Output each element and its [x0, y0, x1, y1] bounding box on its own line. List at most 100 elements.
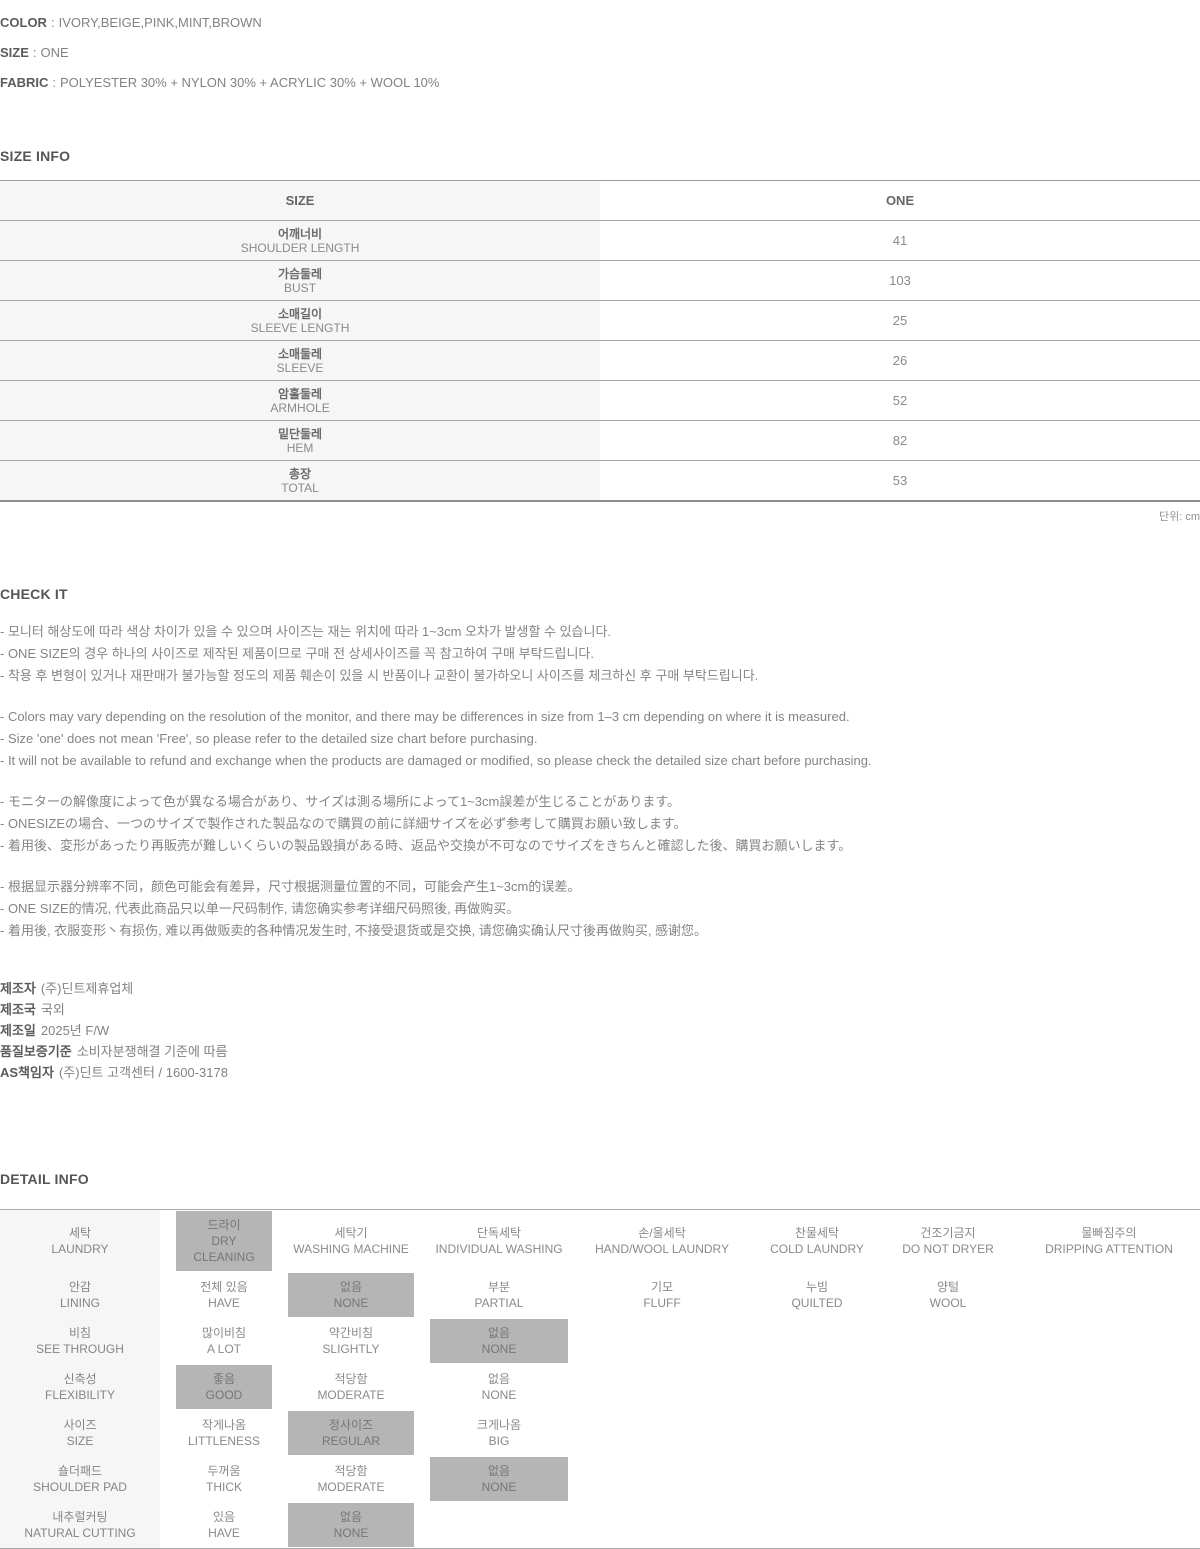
check-notes-japanese: - モニターの解像度によって色が異なる場合があり、サイズは測る場所によって1~3… [0, 791, 1200, 857]
flexibility-option-none: 없음 NONE [481, 1372, 517, 1402]
check-line: - 着用後, 衣服变形丶有损伤, 难以再做贩卖的各种情况发生时, 不接受退货或是… [0, 923, 708, 938]
lining-option-quilted: 누빔 QUILTED [791, 1280, 843, 1310]
spec-separator: : [52, 75, 57, 90]
lining-option-fluff: 기모 FLUFF [643, 1280, 681, 1310]
detail-header-en: SEE THROUGH [36, 1342, 124, 1356]
check-line: - 着用後、変形があったり再販売が難しいくらいの製品毀損がある時、返品や交換が不… [0, 838, 852, 853]
laundry-option-dry-cleaning: 드라이 DRY CLEANING [176, 1211, 272, 1271]
size-table-col-size: SIZE [285, 192, 315, 208]
check-line: - ONE SIZE의 경우 하나의 사이즈로 제작된 제품이므로 구매 전 상… [0, 646, 594, 661]
size-row-hem: 밑단둘레 HEM 82 [0, 420, 1200, 461]
spec-separator: : [50, 15, 55, 30]
size-row-value: 82 [892, 432, 908, 448]
check-line: - Colors may vary depending on the resol… [0, 709, 850, 724]
manufacturer-value: (주)딘트 고객센터 / 1600-3178 [58, 1065, 228, 1080]
check-notes-korean: - 모니터 해상도에 따라 색상 차이가 있을 수 있으며 사이즈는 재는 위치… [0, 621, 1200, 687]
flexibility-option-good: 좋음 GOOD [176, 1365, 272, 1409]
spec-fabric-value: POLYESTER 30% + NYLON 30% + ACRYLIC 30% … [60, 75, 440, 90]
laundry-option-cold: 찬물세탁 COLD LAUNDRY [770, 1226, 864, 1256]
flexibility-option-moderate: 적당함 MODERATE [317, 1372, 385, 1402]
check-line: - 모니터 해상도에 따라 색상 차이가 있을 수 있으며 사이즈는 재는 위치… [0, 624, 612, 639]
detail-row-header: 신축성 FLEXIBILITY [0, 1364, 160, 1410]
detail-header-kr: 세탁 [68, 1226, 92, 1240]
size-row-kr: 어깨너비 [277, 226, 323, 241]
size-row-kr: 암홀둘레 [277, 386, 323, 401]
detail-header-en: NATURAL CUTTING [24, 1526, 136, 1540]
size-row-en: BUST [284, 280, 317, 295]
laundry-option-washing-machine: 세탁기 WASHING MACHINE [293, 1226, 409, 1256]
size-row-en: ARMHOLE [270, 400, 330, 415]
detail-header-en: LAUNDRY [51, 1242, 109, 1256]
detail-header-en: SIZE [66, 1434, 94, 1448]
check-line: - モニターの解像度によって色が異なる場合があり、サイズは測る場所によって1~3… [0, 794, 681, 809]
detail-row-natural-cutting: 내추럴커팅 NATURAL CUTTING 있음 HAVE 없음 NONE [0, 1502, 1200, 1548]
spec-color-label: COLOR [0, 15, 47, 30]
check-notes-english: - Colors may vary depending on the resol… [0, 706, 1200, 772]
detail-header-kr: 내추럴커팅 [52, 1510, 108, 1524]
size-table-col-one: ONE [885, 192, 915, 208]
detail-row-header: 숄더패드 SHOULDER PAD [0, 1456, 160, 1502]
spec-size: SIZE: ONE [0, 38, 1200, 68]
manufacturer-info: 제조자 (주)딘트제휴업체 제조국 국외 제조일 2025년 F/W 품질보증기준 소비… [0, 978, 1200, 1083]
see-through-option-none: 없음 NONE [430, 1319, 568, 1363]
size-option-littleness: 작게나옴 LITTLENESS [187, 1418, 261, 1448]
manufacturer-row: AS책임자 (주)딘트 고객센터 / 1600-3178 [0, 1062, 1200, 1083]
size-row-en: SHOULDER LENGTH [240, 240, 360, 255]
see-through-option-slightly: 약간비침 SLIGHTLY [322, 1326, 380, 1356]
size-row-total: 총장 TOTAL 53 [0, 460, 1200, 501]
size-unit-note: 단위: cm [1158, 511, 1200, 523]
manufacturer-row: 제조국 국외 [0, 999, 1200, 1020]
manufacturer-label: 제조자 [0, 981, 36, 996]
spec-separator: : [32, 45, 37, 60]
size-row-en: TOTAL [281, 480, 319, 495]
detail-row-header: 내추럴커팅 NATURAL CUTTING [0, 1502, 160, 1548]
detail-row-header: 비침 SEE THROUGH [0, 1318, 160, 1364]
manufacturer-row: 제조일 2025년 F/W [0, 1020, 1200, 1041]
size-row-bust: 가슴둘레 BUST 103 [0, 260, 1200, 301]
size-row-armhole: 암홀둘레 ARMHOLE 52 [0, 380, 1200, 421]
size-row-en: SLEEVE [276, 360, 324, 375]
detail-row-size: 사이즈 SIZE 작게나옴 LITTLENESS 정사이즈 REGULAR 크게나옴 B… [0, 1410, 1200, 1456]
size-row-sleeve-length: 소매길이 SLEEVE LENGTH 25 [0, 300, 1200, 341]
lining-option-have: 전체 있음 HAVE [200, 1280, 248, 1310]
size-row-sleeve: 소매둘레 SLEEVE 26 [0, 340, 1200, 381]
manufacturer-label: 품질보증기준 [0, 1044, 72, 1059]
natural-cutting-option-none: 없음 NONE [288, 1503, 414, 1547]
spec-size-value: ONE [40, 45, 69, 60]
size-row-kr: 가슴둘레 [277, 266, 323, 281]
detail-row-see-through: 비침 SEE THROUGH 많이비침 A LOT 약간비침 SLIGHTLY 없음 N… [0, 1318, 1200, 1364]
lining-option-none: 없음 NONE [288, 1273, 414, 1317]
shoulder-pad-option-thick: 두꺼움 THICK [206, 1464, 242, 1494]
check-line: - 착용 후 변형이 있거나 재판매가 불가능할 정도의 제품 훼손이 있을 시… [0, 668, 759, 683]
laundry-option-no-dryer: 건조기금지 DO NOT DRYER [902, 1226, 994, 1256]
natural-cutting-option-have: 있음 HAVE [208, 1510, 240, 1540]
size-row-shoulder: 어깨너비 SHOULDER LENGTH 41 [0, 220, 1200, 261]
detail-header-kr: 비침 [68, 1326, 92, 1340]
check-line: - ONE SIZE的情况, 代表此商品只以单一尺码制作, 请您确实参考详细尺码… [0, 901, 520, 916]
spec-size-label: SIZE [0, 45, 29, 60]
size-option-big: 크게나옴 BIG [476, 1418, 522, 1448]
size-row-kr: 소매둘레 [277, 346, 323, 361]
size-row-value: 103 [889, 272, 911, 288]
spec-fabric-label: FABRIC [0, 75, 49, 90]
detail-header-en: FLEXIBILITY [44, 1388, 116, 1402]
size-table-header-row: SIZE ONE [0, 180, 1200, 221]
manufacturer-row: 품질보증기준 소비자분쟁해결 기준에 따름 [0, 1041, 1200, 1062]
shoulder-pad-option-none: 없음 NONE [430, 1457, 568, 1501]
manufacturer-value: 소비자분쟁해결 기준에 따름 [76, 1044, 228, 1059]
detail-header-kr: 안감 [68, 1280, 92, 1294]
manufacturer-value: (주)딘트제휴업체 [40, 981, 134, 996]
manufacturer-value: 국외 [40, 1002, 65, 1017]
detail-header-kr: 사이즈 [63, 1418, 97, 1432]
check-line: - It will not be available to refund and… [0, 753, 872, 768]
size-row-kr: 밑단둘레 [277, 426, 323, 441]
size-option-regular: 정사이즈 REGULAR [288, 1411, 414, 1455]
laundry-option-hand-wool: 손/울세탁 HAND/WOOL LAUNDRY [594, 1226, 730, 1256]
detail-row-header: 세탁 LAUNDRY [0, 1210, 160, 1272]
detail-header-en: SHOULDER PAD [33, 1480, 127, 1494]
laundry-option-dripping: 물빠짐주의 DRIPPING ATTENTION [1045, 1226, 1173, 1256]
size-row-kr: 소매길이 [277, 306, 323, 321]
detail-info-table: 세탁 LAUNDRY 드라이 DRY CLEANING 세탁기 WASHING MAC… [0, 1209, 1200, 1549]
detail-row-laundry: 세탁 LAUNDRY 드라이 DRY CLEANING 세탁기 WASHING MAC… [0, 1210, 1200, 1272]
